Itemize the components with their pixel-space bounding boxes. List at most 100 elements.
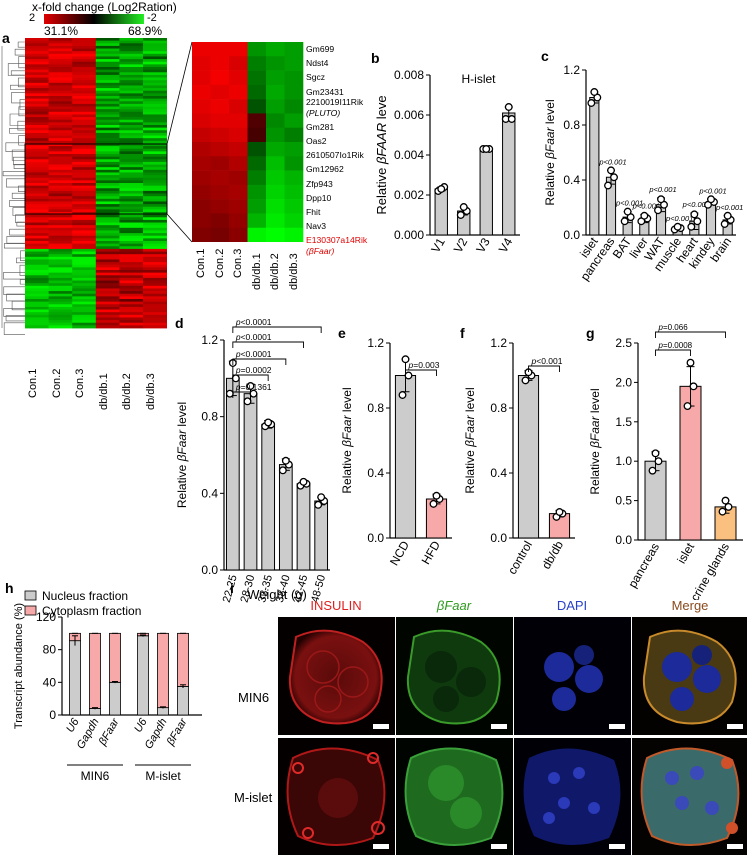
zoom-heatmap-cell xyxy=(229,127,248,143)
heatmap-cell xyxy=(143,38,167,42)
x-tick-label: V1 xyxy=(428,235,448,255)
heatmap-cell xyxy=(48,193,73,197)
heatmap-cell xyxy=(119,45,144,49)
heatmap-cell xyxy=(48,106,73,110)
heatmap-cell xyxy=(95,230,120,234)
zoom-heatmap-cell xyxy=(266,113,285,129)
heatmap-cell xyxy=(25,256,49,260)
heatmap-cell xyxy=(143,127,167,131)
heatmap-cell xyxy=(72,209,97,213)
dendrogram-branch xyxy=(9,228,25,236)
heatmap-cell xyxy=(119,80,144,84)
heatmap-cell xyxy=(143,161,167,165)
dendrogram-branch xyxy=(2,171,25,177)
zoom-heatmap xyxy=(192,42,304,242)
dendrogram-branch xyxy=(20,250,25,261)
heatmap-cell xyxy=(95,185,120,189)
y-axis-label: Relative βFaar level xyxy=(588,388,602,494)
panel-letter-i: i xyxy=(230,580,234,596)
scale-bar xyxy=(491,844,507,849)
heatmap-cell xyxy=(95,267,120,271)
heatmap-cell xyxy=(72,103,97,107)
heatmap-cell xyxy=(48,288,73,292)
zoom-heatmap-cell xyxy=(284,99,304,114)
dendrogram-branch xyxy=(6,236,25,244)
zoom-gene-label: Gm281 xyxy=(306,121,335,132)
y-tick-label: 0.4 xyxy=(201,486,218,500)
heatmap-cell xyxy=(48,154,73,158)
heatmap-cell xyxy=(72,125,97,129)
heatmap-cell xyxy=(25,291,49,295)
heatmap-cell xyxy=(95,38,120,42)
heatmap-cell xyxy=(48,132,73,136)
y-tick-label: 0.000 xyxy=(394,228,424,242)
heatmap-cell xyxy=(95,148,120,152)
zoom-gene-label: Dpp10 xyxy=(306,192,332,203)
heatmap-cell xyxy=(95,283,120,287)
zoom-heatmap-cell xyxy=(284,42,304,57)
heatmap-cell xyxy=(48,69,73,73)
zoom-heatmap-cell xyxy=(210,42,230,57)
heatmap-cell xyxy=(119,246,144,250)
heatmap-cell xyxy=(143,98,167,102)
heatmap-cell xyxy=(25,301,49,305)
zoom-heatmap-cell xyxy=(192,127,211,143)
heatmap-cell xyxy=(48,117,73,121)
heatmap-cell xyxy=(95,119,120,123)
heatmap-cell xyxy=(119,248,144,252)
heatmap-cell xyxy=(119,251,144,255)
heatmap-cell xyxy=(95,53,120,57)
heatmap-cell xyxy=(72,127,97,131)
heatmap-cell xyxy=(25,230,49,234)
heatmap-cell xyxy=(25,109,49,113)
comparison-bracket xyxy=(232,341,304,348)
x-tick-label: βFaar xyxy=(164,715,190,748)
heatmap-cell xyxy=(143,180,167,184)
zoom-heatmap-cell xyxy=(266,142,285,157)
heatmap-cell xyxy=(48,198,73,202)
bar-V1 xyxy=(434,188,448,236)
heatmap-cell xyxy=(25,48,49,52)
heatmap-cell xyxy=(25,103,49,107)
heatmap-cell xyxy=(25,96,49,100)
heatmap-cell xyxy=(25,61,49,65)
heatmap-cell xyxy=(95,193,120,197)
heatmap-cell xyxy=(95,259,120,263)
bar-V3 xyxy=(479,148,493,236)
heatmap-cell xyxy=(119,96,144,100)
heatmap-cell xyxy=(48,130,73,134)
heatmap-cell xyxy=(48,248,73,252)
heatmap-cell xyxy=(48,299,73,303)
heatmap-cell xyxy=(25,85,49,89)
heatmap-cell xyxy=(143,148,167,152)
heatmap-cell xyxy=(72,180,97,184)
heatmap-cell xyxy=(48,233,73,237)
channel-header-βFaar: βFaar xyxy=(436,598,472,613)
heatmap-cell xyxy=(143,280,167,284)
heatmap-cell xyxy=(72,188,97,192)
heatmap-cell xyxy=(119,154,144,158)
heatmap-cell xyxy=(72,325,97,329)
dendrogram-branch xyxy=(11,192,25,199)
heatmap-cell xyxy=(95,69,120,73)
heatmap-cell xyxy=(72,214,97,218)
heatmap-cell xyxy=(72,98,97,102)
heatmap-cell xyxy=(143,309,167,313)
heatmap-cell xyxy=(119,285,144,289)
heatmap-cell xyxy=(72,322,97,326)
comparison-bracket xyxy=(528,365,560,372)
heatmap-pct-up: 31.1% xyxy=(44,24,79,38)
axes: 0.0 0.4 0.8 1.2 xyxy=(201,333,330,577)
zoom-heatmap-cell xyxy=(266,56,285,71)
heatmap-cell xyxy=(119,146,144,150)
heatmap-cell xyxy=(95,254,120,258)
data-point xyxy=(707,195,715,204)
heatmap-cell xyxy=(25,114,49,118)
heatmap-cell xyxy=(143,283,167,287)
heatmap-cell xyxy=(72,262,97,266)
heatmap-cell xyxy=(25,306,49,310)
heatmap-scale-min: -2 xyxy=(147,12,157,24)
zoom-heatmap-cell xyxy=(266,199,285,214)
zoom-heatmap-cell xyxy=(266,84,285,100)
zoom-heatmap-cell xyxy=(192,142,211,157)
